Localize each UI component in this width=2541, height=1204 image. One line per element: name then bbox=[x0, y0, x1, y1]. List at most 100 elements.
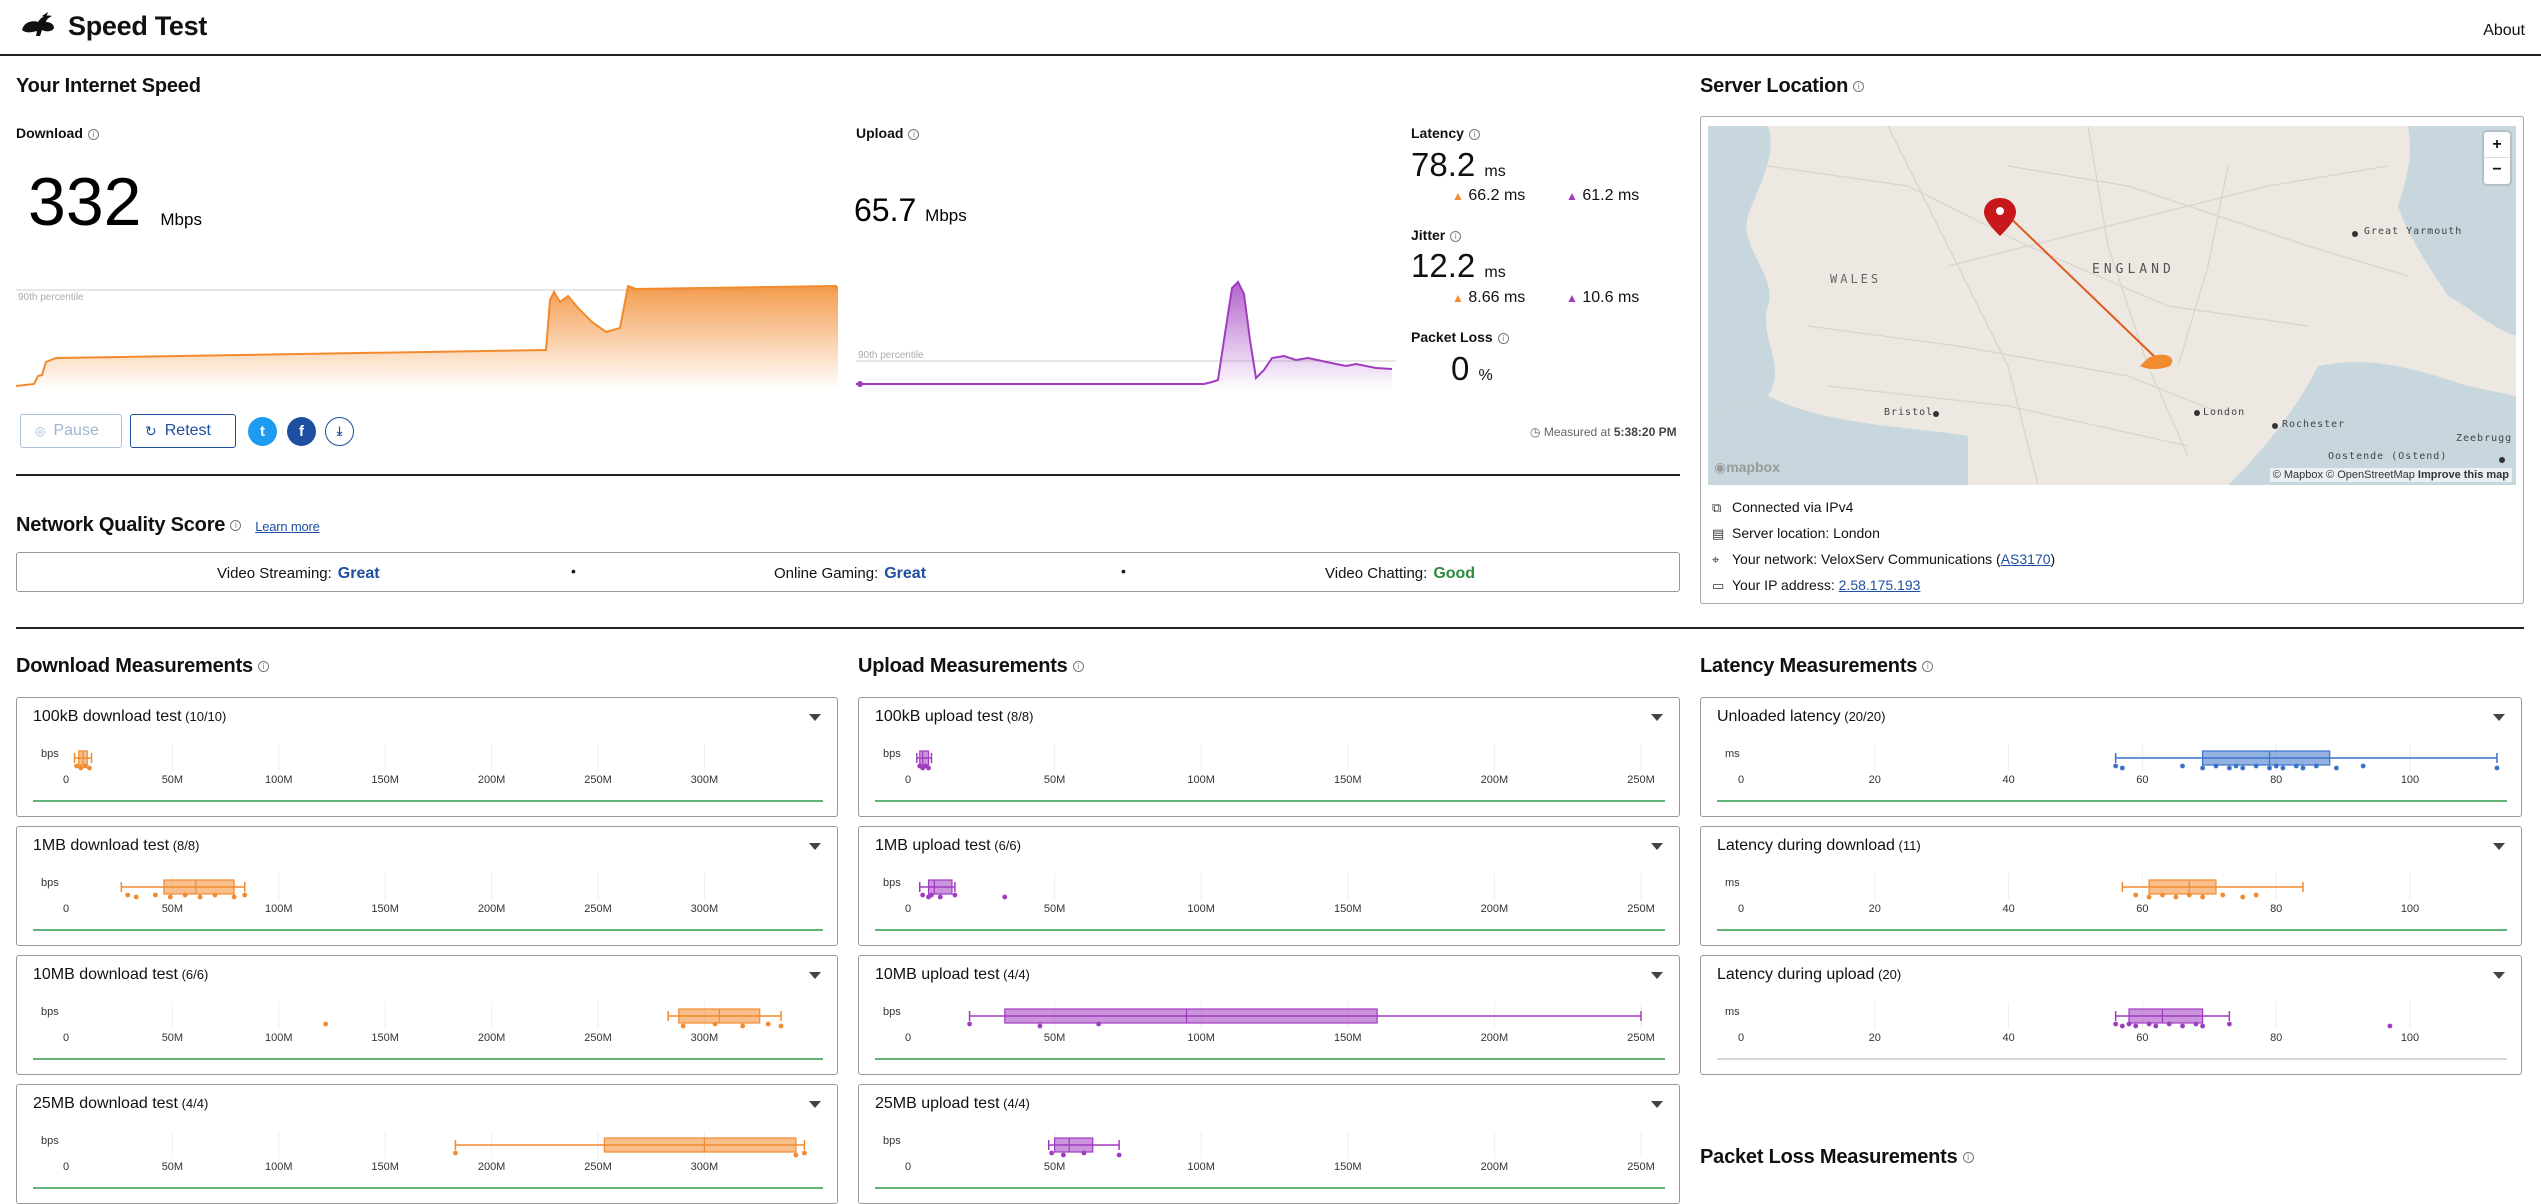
measurement-card[interactable]: Latency during upload (20) ms 0 20 40 60 80 100 bbox=[1700, 955, 2522, 1075]
tick-label: 60 bbox=[2136, 774, 2148, 786]
measurement-card[interactable]: 10MB download test (6/6) bps 0 50M 100M 150M 2… bbox=[16, 955, 838, 1075]
tick-label: 200M bbox=[1481, 1032, 1509, 1044]
info-icon[interactable]: i bbox=[1497, 332, 1509, 344]
info-icon[interactable]: i bbox=[1853, 81, 1865, 93]
measurement-card[interactable]: 1MB upload test (6/6) bps 0 50M 100M 150M 200M… bbox=[858, 826, 1680, 946]
twitter-share-icon[interactable]: t bbox=[248, 417, 277, 446]
quality-label: Video Chatting: bbox=[1325, 565, 1428, 582]
retest-label: Retest bbox=[164, 422, 211, 439]
asn-link[interactable]: AS3170 bbox=[2000, 551, 2051, 567]
tick-label: 300M bbox=[691, 1032, 719, 1044]
measurement-card[interactable]: 100kB upload test (8/8) bps 0 50M 100M 150M 20… bbox=[858, 697, 1680, 817]
app-title: Speed Test bbox=[68, 11, 208, 41]
tick-label: 250M bbox=[584, 774, 612, 786]
zoom-out-button[interactable]: − bbox=[2492, 161, 2502, 178]
server-map[interactable]: WALES ENGLAND Great Yarmouth Bristol Lon… bbox=[1708, 126, 2516, 485]
measurement-card[interactable]: Unloaded latency (20/20) ms 0 20 40 60 80 100 bbox=[1700, 697, 2522, 817]
measurement-card-title: 100kB upload test (8/8) bbox=[875, 708, 1033, 726]
data-point bbox=[793, 1152, 799, 1158]
ip-link[interactable]: 2.58.175.193 bbox=[1838, 577, 1921, 593]
packet-loss-unit: % bbox=[1478, 367, 1493, 384]
info-icon[interactable]: i bbox=[257, 661, 269, 673]
box-rect bbox=[2202, 750, 2331, 766]
latency-down-value: 66.2 bbox=[1468, 187, 1500, 204]
tick-label: 150M bbox=[371, 1032, 399, 1044]
info-icon[interactable]: i bbox=[1922, 661, 1934, 673]
network-info: ⌖ Your network: VeloxServ Communications … bbox=[1712, 551, 2055, 567]
retest-button[interactable]: ↻ Retest bbox=[130, 414, 236, 448]
measurement-card-title: Latency during upload (20) bbox=[1717, 966, 1901, 984]
percentile-label: 90th percentile bbox=[858, 350, 924, 361]
upload-measurements-title: Upload Measurements i bbox=[858, 655, 1084, 678]
upload-arrow-icon: ▲ bbox=[1566, 291, 1578, 305]
zoom-in-button[interactable]: + bbox=[2484, 132, 2510, 158]
chevron-down-icon[interactable] bbox=[2493, 714, 2505, 721]
measurement-card[interactable]: 25MB download test (4/4) bps 0 50M 100M 150M 2… bbox=[16, 1084, 838, 1204]
tick-label: 50M bbox=[1044, 774, 1065, 786]
data-point bbox=[1096, 1021, 1101, 1027]
chevron-down-icon[interactable] bbox=[1651, 714, 1663, 721]
improve-map-link[interactable]: Improve this map bbox=[2417, 469, 2509, 481]
measured-time: 5:38:20 PM bbox=[1613, 425, 1677, 439]
tick-label: 150M bbox=[1334, 774, 1362, 786]
info-icon[interactable]: i bbox=[908, 128, 920, 140]
packet-loss-number: 0 bbox=[1451, 350, 1470, 387]
download-results-icon[interactable]: ⤓ bbox=[325, 417, 354, 446]
chevron-down-icon[interactable] bbox=[2493, 843, 2505, 850]
chevron-down-icon[interactable] bbox=[809, 1101, 821, 1108]
chevron-down-icon[interactable] bbox=[1651, 1101, 1663, 1108]
data-point bbox=[2253, 763, 2259, 769]
about-link[interactable]: About bbox=[2483, 22, 2525, 39]
jitter-label: Jitter i bbox=[1411, 227, 1462, 243]
upload-arrow-icon: ▲ bbox=[1566, 189, 1578, 203]
chevron-down-icon[interactable] bbox=[809, 843, 821, 850]
data-point bbox=[802, 1150, 807, 1156]
latency-unit: ms bbox=[1484, 163, 1506, 180]
server-title-text: Server Location bbox=[1700, 75, 1849, 97]
pause-button[interactable]: ◎ Pause bbox=[20, 414, 122, 448]
rabbit-logo-icon bbox=[22, 12, 54, 36]
info-icon[interactable]: i bbox=[1450, 230, 1462, 242]
tick-label: 150M bbox=[371, 903, 399, 915]
measurement-card-title: 1MB download test (8/8) bbox=[33, 837, 199, 855]
measurement-card[interactable]: 1MB download test (8/8) bps 0 50M 100M 150M 20… bbox=[16, 826, 838, 946]
tick-label: 300M bbox=[691, 774, 719, 786]
box-rect bbox=[1054, 1137, 1094, 1153]
map-attribution[interactable]: © Mapbox © OpenStreetMap Improve this ma… bbox=[2269, 468, 2512, 482]
chevron-down-icon[interactable] bbox=[809, 972, 821, 979]
info-icon[interactable]: i bbox=[1468, 128, 1480, 140]
tick-label: 150M bbox=[1334, 1161, 1362, 1173]
data-point bbox=[2334, 765, 2339, 771]
learn-more-link[interactable]: Learn more bbox=[255, 519, 320, 534]
chevron-down-icon[interactable] bbox=[1651, 972, 1663, 979]
facebook-share-icon[interactable]: f bbox=[287, 417, 316, 446]
map-label-oostende: Oostende (Ostend) bbox=[2328, 451, 2448, 462]
measurement-card[interactable]: Latency during download (11) ms 0 20 40 60 80 1… bbox=[1700, 826, 2522, 946]
measurement-card-title: 1MB upload test (6/6) bbox=[875, 837, 1021, 855]
info-icon[interactable]: i bbox=[230, 520, 242, 532]
info-icon[interactable]: i bbox=[87, 128, 99, 140]
info-icon[interactable]: i bbox=[1962, 1152, 1974, 1164]
chevron-down-icon[interactable] bbox=[2493, 972, 2505, 979]
id-card-icon: ▭ bbox=[1712, 578, 1725, 593]
mapbox-logo[interactable]: ◉mapbox bbox=[1714, 459, 1780, 476]
data-point bbox=[2173, 894, 2179, 900]
upload-start-point bbox=[857, 381, 863, 387]
chevron-down-icon[interactable] bbox=[809, 714, 821, 721]
tick-label: 40 bbox=[2002, 903, 2014, 915]
tick-label: 200M bbox=[478, 774, 506, 786]
packet-loss-value: 0 % bbox=[1451, 350, 1493, 388]
download-measurements-text: Download Measurements bbox=[16, 655, 253, 677]
info-icon[interactable]: i bbox=[1072, 661, 1084, 673]
measurement-card[interactable]: 25MB upload test (4/4) bps 0 50M 100M 150M 200… bbox=[858, 1084, 1680, 1204]
test-name: 10MB download test bbox=[33, 966, 178, 983]
tick-label: 100 bbox=[2401, 774, 2419, 786]
measurement-card-title: 100kB download test (10/10) bbox=[33, 708, 226, 726]
chevron-down-icon[interactable] bbox=[1651, 843, 1663, 850]
test-count: (10/10) bbox=[181, 709, 227, 724]
measurement-card[interactable]: 10MB upload test (4/4) bps 0 50M 100M 150M 200… bbox=[858, 955, 1680, 1075]
measurement-card[interactable]: 100kB download test (10/10) bps 0 50M 100M 15… bbox=[16, 697, 838, 817]
data-point bbox=[82, 763, 88, 769]
test-name: Latency during upload bbox=[1717, 966, 1875, 983]
test-name: 100kB upload test bbox=[875, 708, 1004, 725]
